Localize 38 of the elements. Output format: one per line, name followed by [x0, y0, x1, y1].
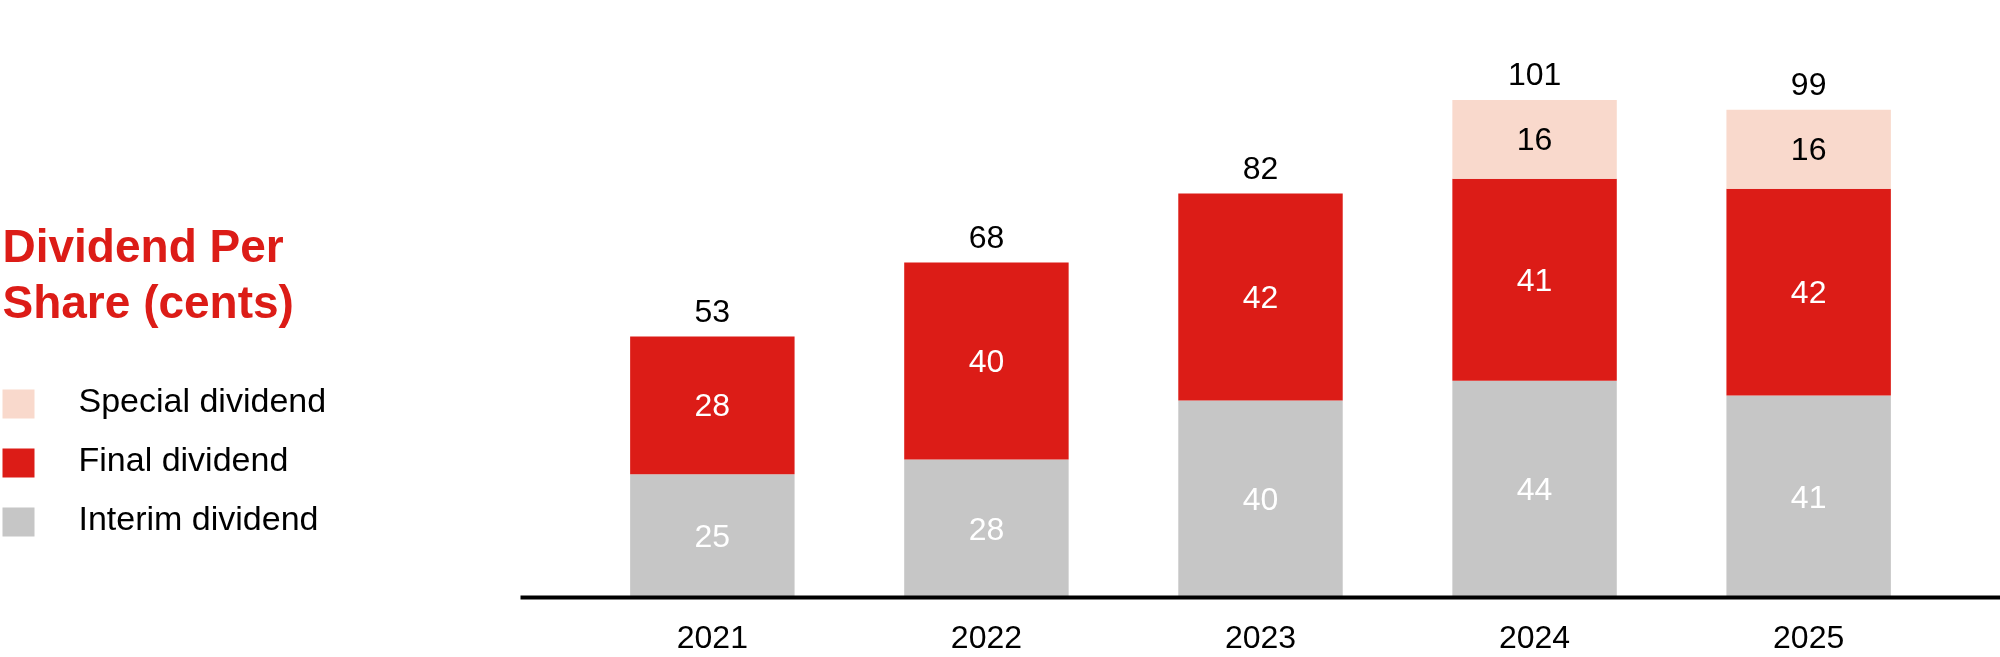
x-tick-label: 2021: [676, 618, 748, 655]
legend-label: Special dividend: [78, 381, 327, 420]
x-tick-label: 2024: [1498, 618, 1571, 655]
data-label: 42: [1790, 274, 1827, 311]
data-label: 40: [968, 343, 1005, 380]
legend-label: Final dividend: [78, 440, 289, 479]
x-tick-label: 2022: [950, 618, 1023, 655]
data-label: 40: [1242, 480, 1279, 517]
total-label: 82: [1242, 149, 1279, 186]
x-tick-label: 2023: [1224, 618, 1297, 655]
data-label: 44: [1516, 471, 1553, 508]
legend-label: Interim dividend: [78, 499, 319, 538]
bar: [1178, 400, 1343, 598]
bar: [1726, 395, 1891, 598]
bar: [1452, 380, 1617, 598]
bar: [904, 262, 1069, 460]
total-label: 99: [1790, 65, 1827, 102]
data-label: 28: [694, 387, 731, 424]
bar: [1726, 109, 1891, 189]
bar: [1726, 188, 1891, 396]
x-tick-label: 2025: [1773, 618, 1845, 655]
bar: [1452, 178, 1617, 381]
data-label: 16: [1790, 131, 1827, 168]
text: Dividend Per Share (cents): [2, 219, 294, 329]
total-label: 68: [968, 218, 1005, 255]
data-label: 25: [694, 517, 731, 554]
total-label: 53: [694, 292, 731, 329]
total-label: 101: [1507, 56, 1562, 93]
bar: [630, 336, 795, 475]
bar: [1452, 100, 1617, 179]
bar: [630, 474, 795, 598]
bar: [1178, 193, 1343, 401]
data-label: 41: [1516, 261, 1553, 298]
data-label: 42: [1242, 279, 1279, 316]
bar: [904, 459, 1069, 598]
data-label: 16: [1516, 121, 1553, 158]
data-label: 41: [1790, 478, 1827, 515]
data-label: 28: [968, 510, 1005, 547]
